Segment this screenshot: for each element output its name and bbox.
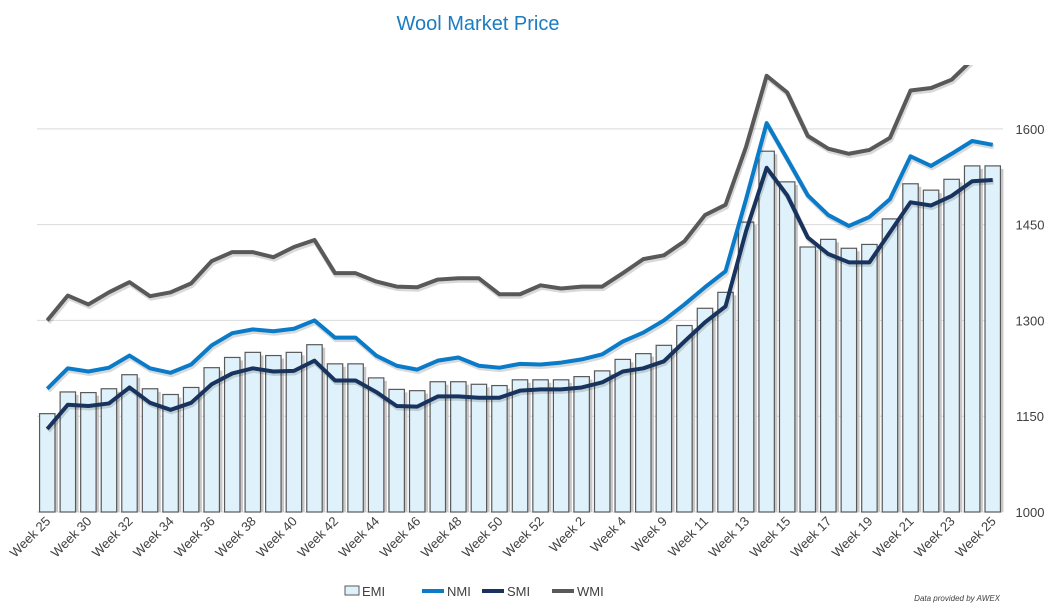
bar-emi bbox=[223, 356, 241, 513]
bar-emi bbox=[943, 178, 960, 513]
bar-emi bbox=[717, 291, 734, 513]
x-tick-label: Week 21 bbox=[870, 514, 917, 561]
bar-emi bbox=[532, 379, 549, 513]
x-tick-label: Week 15 bbox=[747, 514, 794, 561]
line-smi bbox=[45, 165, 993, 431]
x-tick-label: Week 32 bbox=[89, 514, 136, 561]
x-tick-label: Week 11 bbox=[665, 514, 711, 560]
bar-emi bbox=[799, 246, 817, 513]
bar-emi bbox=[265, 354, 282, 513]
bar-emi bbox=[306, 344, 323, 513]
y-tick-label: 1000 bbox=[1016, 505, 1045, 520]
bar-emi bbox=[778, 181, 796, 513]
line-nmi bbox=[45, 121, 994, 391]
x-tick-label: Week 23 bbox=[911, 514, 958, 561]
x-tick-label: Week 44 bbox=[336, 514, 383, 561]
bar-emi bbox=[963, 165, 981, 513]
x-tick-label: Week 2 bbox=[546, 514, 588, 556]
bar-emi bbox=[737, 221, 755, 513]
legend-item-emi: EMI bbox=[344, 584, 385, 599]
x-tick-label: Week 38 bbox=[212, 514, 259, 561]
legend-swatch bbox=[344, 585, 360, 596]
bar-emi bbox=[593, 370, 611, 513]
y-tick-label: 1300 bbox=[1016, 313, 1045, 328]
bar-emi bbox=[141, 388, 159, 513]
bar-emi bbox=[902, 183, 919, 513]
bar-emi bbox=[347, 363, 364, 513]
bar-emi bbox=[819, 238, 837, 513]
x-tick-label: Week 19 bbox=[829, 514, 876, 561]
bar-emi bbox=[38, 413, 56, 513]
x-tick-label: Week 4 bbox=[587, 514, 629, 556]
x-tick-label: Week 17 bbox=[788, 514, 835, 561]
bar-emi bbox=[408, 390, 426, 513]
bar-emi bbox=[922, 189, 940, 513]
bar-emi bbox=[59, 391, 77, 513]
bar-emi bbox=[470, 383, 488, 513]
x-tick-label: Week 30 bbox=[48, 514, 95, 561]
legend: EMI NMI SMI WMI bbox=[344, 584, 604, 599]
y-tick-label: 1600 bbox=[1016, 122, 1045, 137]
bar-emi bbox=[881, 218, 899, 513]
bar-emi bbox=[326, 363, 344, 513]
x-tick-label: Week 13 bbox=[705, 514, 752, 561]
legend-label: WMI bbox=[577, 584, 604, 599]
bar-emi bbox=[635, 353, 652, 513]
bar-emi bbox=[182, 386, 200, 513]
bar-emi bbox=[388, 388, 405, 513]
chart-title: Wool Market Price bbox=[396, 13, 559, 35]
bar-emi bbox=[573, 376, 590, 513]
bar-emi bbox=[285, 351, 303, 513]
bar-emi bbox=[758, 150, 775, 513]
bar-emi bbox=[121, 374, 138, 513]
bar-emi bbox=[840, 247, 858, 513]
bar-emi bbox=[511, 379, 529, 513]
x-tick-label: Week 46 bbox=[377, 514, 424, 561]
x-tick-label: Week 40 bbox=[253, 514, 300, 561]
x-tick-label: Week 25 bbox=[952, 514, 999, 561]
x-tick-label: Week 25 bbox=[7, 514, 54, 561]
bar-emi bbox=[552, 379, 570, 513]
bar-emi bbox=[984, 165, 1002, 513]
x-tick-label: Week 50 bbox=[459, 514, 506, 561]
legend-item-wmi: WMI bbox=[552, 584, 604, 599]
legend-label: NMI bbox=[447, 584, 471, 599]
bar-emi bbox=[429, 381, 447, 513]
bar-emi bbox=[491, 384, 508, 513]
credit-note: Data provided by AWEX bbox=[914, 594, 1000, 603]
x-tick-label: Week 34 bbox=[130, 514, 177, 561]
x-tick-label: Week 36 bbox=[171, 514, 218, 561]
legend-label: SMI bbox=[507, 584, 530, 599]
legend-label: EMI bbox=[362, 584, 385, 599]
bar-emi bbox=[696, 307, 714, 513]
x-tick-label: Week 52 bbox=[500, 514, 547, 561]
bar-emi bbox=[203, 367, 221, 513]
bar-emi bbox=[162, 393, 179, 513]
y-tick-label: 1450 bbox=[1016, 218, 1045, 233]
legend-item-nmi: NMI bbox=[422, 584, 471, 599]
legend-item-smi: SMI bbox=[482, 584, 530, 599]
bar-emi bbox=[367, 377, 385, 513]
bar-emi bbox=[244, 351, 262, 513]
bar-emi bbox=[861, 243, 878, 513]
bar-emi bbox=[676, 324, 693, 513]
bar-emi bbox=[80, 391, 97, 513]
line-wmi bbox=[45, 65, 970, 322]
x-tick-label: Week 48 bbox=[418, 514, 465, 561]
bar-emi bbox=[614, 358, 632, 513]
bar-emi bbox=[450, 381, 467, 513]
y-tick-label: 1150 bbox=[1016, 409, 1044, 424]
bar-emi bbox=[100, 388, 118, 513]
x-tick-label: Week 42 bbox=[294, 514, 341, 561]
bar-emi bbox=[655, 344, 673, 513]
